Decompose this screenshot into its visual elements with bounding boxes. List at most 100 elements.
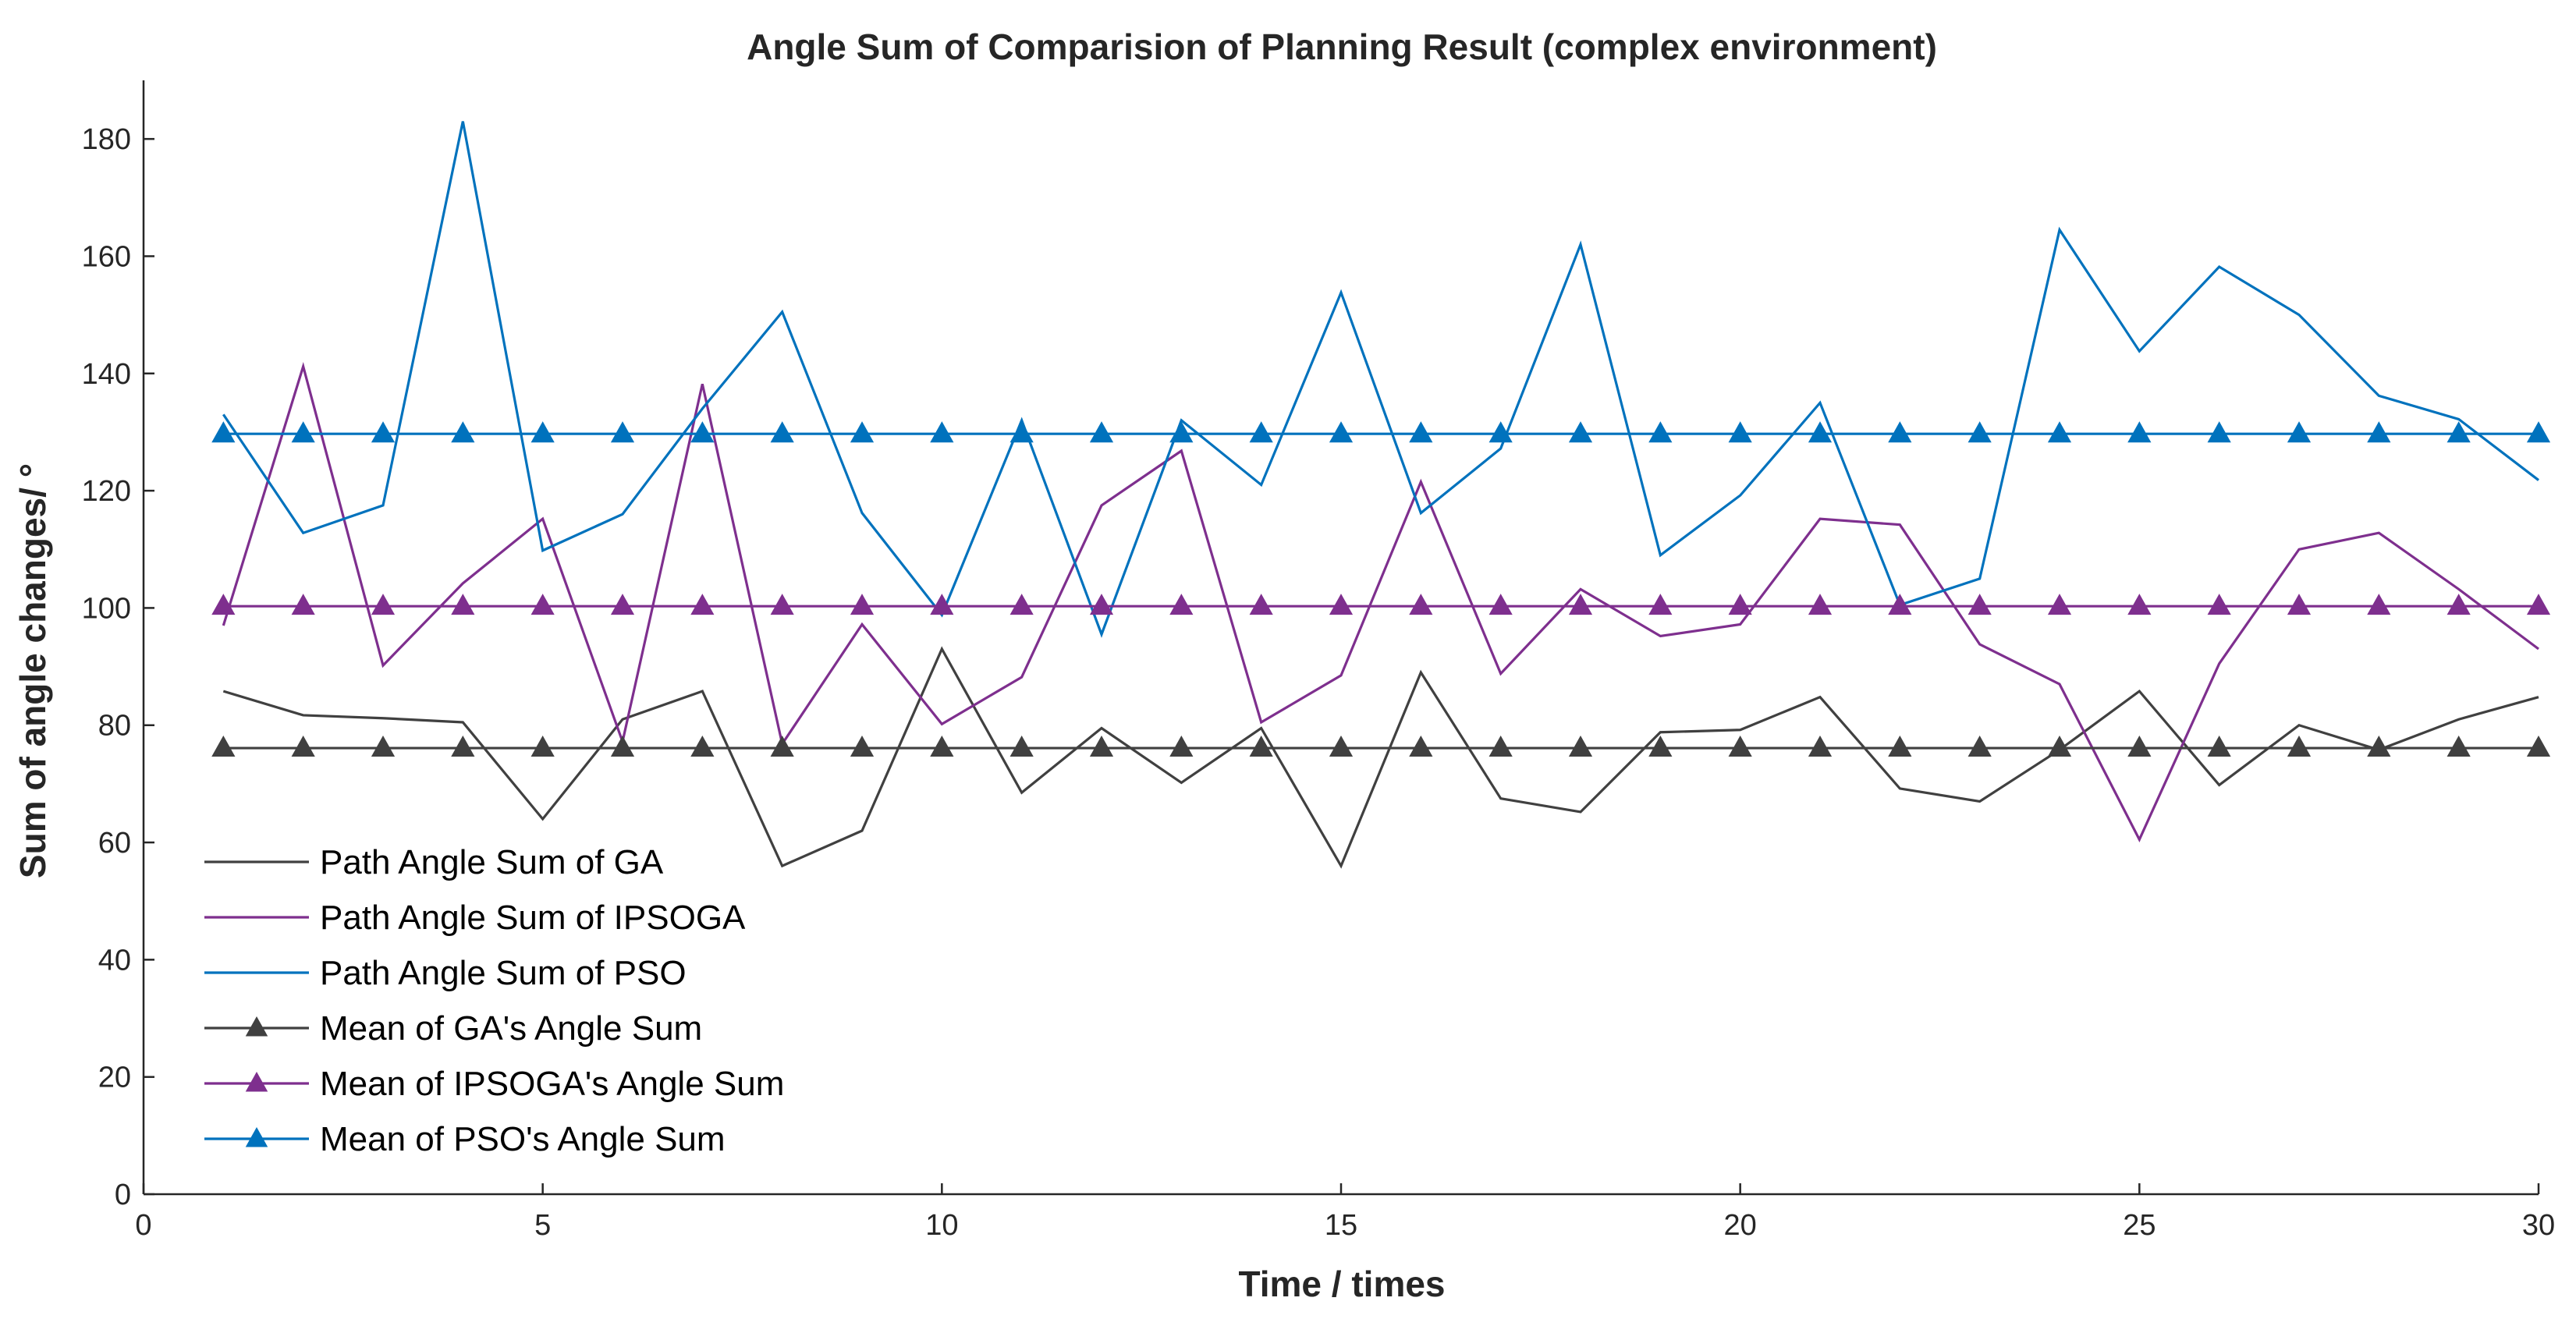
data-point-marker (291, 421, 315, 443)
x-tick-label: 0 (135, 1209, 151, 1242)
x-tick-label: 15 (1325, 1209, 1357, 1242)
legend: Path Angle Sum of GA Path Angle Sum of IP… (204, 843, 784, 1158)
y-tick-label: 20 (98, 1062, 131, 1094)
data-point-marker (1488, 421, 1513, 443)
legend-label: Path Angle Sum of IPSOGA (320, 899, 746, 937)
data-point-marker (1409, 736, 1433, 757)
data-point-marker (1089, 736, 1114, 757)
data-point-marker (530, 736, 555, 757)
data-point-marker (2446, 594, 2471, 615)
data-point-marker (1728, 736, 1752, 757)
data-point-marker (2047, 736, 2072, 757)
data-point-marker (1409, 594, 1433, 615)
data-point-marker (1568, 594, 1593, 615)
plot-area: 0 5 10 15 20 25 30 0 20 40 60 80 100 120 140 160 180 (82, 80, 2555, 1242)
data-point-marker (690, 421, 715, 443)
data-point-marker (2127, 421, 2152, 443)
data-point-marker (1409, 421, 1433, 443)
y-tick-label: 120 (82, 475, 131, 508)
legend-label: Path Angle Sum of PSO (320, 954, 687, 992)
x-tick-label: 10 (925, 1209, 958, 1242)
data-point-marker (2446, 736, 2471, 757)
series-4 (211, 736, 2551, 757)
data-point-marker (770, 594, 794, 615)
y-tick-label: 160 (82, 240, 131, 273)
data-point-marker (1967, 594, 1992, 615)
data-point-marker (1888, 421, 1912, 443)
data-point-marker (371, 421, 396, 443)
data-point-marker (770, 421, 794, 443)
x-tick-label: 20 (1724, 1209, 1757, 1242)
data-point-marker (2526, 736, 2551, 757)
legend-item: Path Angle Sum of IPSOGA (204, 899, 746, 937)
data-point-marker (610, 421, 635, 443)
data-point-marker (1329, 421, 1354, 443)
data-point-marker (1488, 594, 1513, 615)
data-point-marker (1329, 594, 1354, 615)
x-axis-label: Time / times (1238, 1264, 1445, 1304)
series-line (222, 121, 2539, 638)
data-point-marker (2047, 421, 2072, 443)
data-point-marker (1648, 736, 1673, 757)
data-point-marker (1648, 421, 1673, 443)
y-tick-label: 180 (82, 123, 131, 156)
data-point-marker (2127, 736, 2152, 757)
data-point-marker (1169, 421, 1194, 443)
data-point-marker (1488, 736, 1513, 757)
data-point-marker (1568, 736, 1593, 757)
series-1 (222, 646, 2539, 869)
data-point-marker (1568, 421, 1593, 443)
data-point-marker (2367, 736, 2391, 757)
data-point-marker (2207, 594, 2231, 615)
data-point-marker (2207, 421, 2231, 443)
data-point-marker (1009, 736, 1034, 757)
data-point-marker (2047, 594, 2072, 615)
data-point-marker (930, 594, 954, 615)
legend-label: Mean of IPSOGA's Angle Sum (320, 1065, 784, 1103)
series-line (222, 361, 2539, 842)
legend-item: Path Angle Sum of GA (204, 843, 664, 881)
series-line (222, 646, 2539, 869)
data-point-marker (1009, 421, 1034, 443)
legend-label: Mean of PSO's Angle Sum (320, 1120, 726, 1158)
y-axis-label: Sum of angle changes/ ° (12, 463, 53, 878)
data-point-marker (2287, 594, 2312, 615)
legend-label: Path Angle Sum of GA (320, 843, 664, 881)
data-point-marker (1728, 594, 1752, 615)
data-point-marker (371, 736, 396, 757)
data-point-marker (690, 736, 715, 757)
data-point-marker (1329, 736, 1354, 757)
data-point-marker (451, 421, 475, 443)
data-point-marker (1089, 421, 1114, 443)
y-tick-label: 60 (98, 827, 131, 860)
chart-title: Angle Sum of Comparision of Planning Res… (747, 27, 1937, 67)
series-3 (222, 121, 2539, 638)
legend-label: Mean of GA's Angle Sum (320, 1009, 702, 1048)
data-point-marker (211, 594, 236, 615)
data-point-marker (211, 421, 236, 443)
x-tick-label: 30 (2522, 1209, 2555, 1242)
y-tick-label: 100 (82, 592, 131, 625)
data-point-marker (1089, 594, 1114, 615)
series-6 (211, 421, 2551, 443)
data-point-marker (850, 594, 875, 615)
data-point-marker (2526, 421, 2551, 443)
legend-item: Mean of IPSOGA's Angle Sum (204, 1065, 784, 1103)
data-point-marker (1169, 594, 1194, 615)
legend-item: Path Angle Sum of PSO (204, 954, 687, 992)
data-point-marker (2207, 736, 2231, 757)
data-point-marker (1648, 594, 1673, 615)
x-tick-label: 25 (2123, 1209, 2156, 1242)
legend-marker (245, 1072, 268, 1092)
data-point-marker (2127, 594, 2152, 615)
legend-item: Mean of PSO's Angle Sum (204, 1120, 726, 1158)
data-point-marker (451, 594, 475, 615)
data-point-marker (850, 736, 875, 757)
data-point-marker (1249, 736, 1273, 757)
data-point-marker (2287, 736, 2312, 757)
data-point-marker (1808, 736, 1833, 757)
data-point-marker (1967, 736, 1992, 757)
data-point-marker (530, 594, 555, 615)
